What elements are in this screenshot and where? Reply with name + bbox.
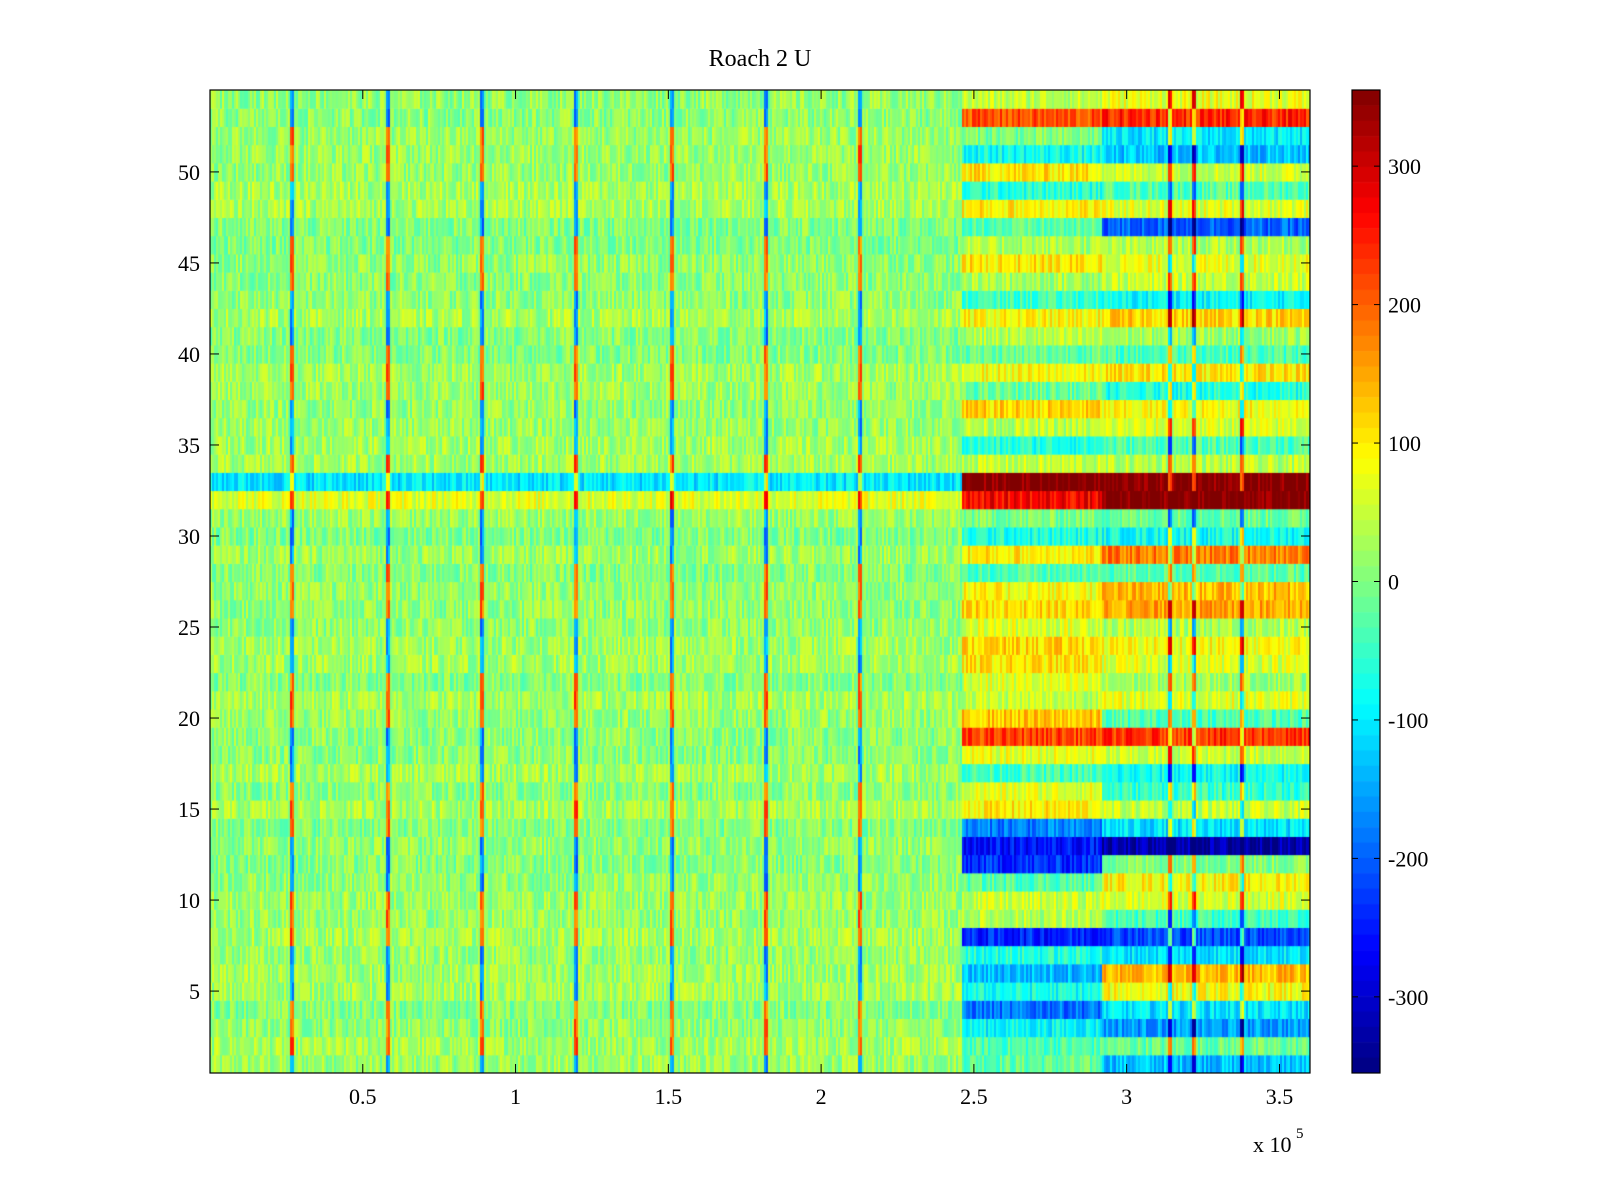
heatmap-cells: [210, 90, 1310, 1073]
plot-frame: [209, 89, 1311, 1074]
colorbar-ticks: 300 200 100 0 -100 -200 -300: [1352, 154, 1428, 1010]
y-tick-label: 35: [178, 433, 200, 458]
y-tick-label: 15: [178, 797, 200, 822]
x-multiplier-label: x 10: [1253, 1132, 1292, 1157]
colorbar-tick-label: 300: [1388, 154, 1421, 179]
x-tick-label: 2: [816, 1084, 827, 1109]
colorbar-tick-label: -200: [1388, 846, 1428, 871]
y-tick-label: 40: [178, 342, 200, 367]
colorbar: 300 200 100 0 -100 -200 -300: [1351, 89, 1428, 1074]
x-tick-label: 2.5: [960, 1084, 988, 1109]
y-tick-label: 50: [178, 160, 200, 185]
colorbar-tick-label: 100: [1388, 431, 1421, 456]
x-tick-label: 3: [1121, 1084, 1132, 1109]
x-tick-label: 3.5: [1266, 1084, 1294, 1109]
colorbar-tick-label: -300: [1388, 985, 1428, 1010]
x-tick-label: 1.5: [655, 1084, 683, 1109]
chart-title: Roach 2 U: [709, 46, 812, 72]
y-axis: 5 10 15 20 25 30 35 40 45 50: [178, 160, 1310, 1004]
y-tick-label: 25: [178, 615, 200, 640]
heatmap-plot: [209, 89, 1311, 1074]
colorbar-tick-label: -100: [1388, 708, 1428, 733]
y-tick-label: 20: [178, 706, 200, 731]
x-tick-label: 0.5: [349, 1084, 377, 1109]
y-tick-label: 5: [189, 979, 200, 1004]
y-tick-label: 45: [178, 251, 200, 276]
colorbar-tick-label: 0: [1388, 570, 1399, 595]
x-axis: 0.5 1 1.5 2 2.5 3 3.5: [349, 90, 1293, 1109]
x-multiplier-exponent: 5: [1296, 1126, 1304, 1142]
y-tick-label: 30: [178, 524, 200, 549]
y-tick-label: 10: [178, 888, 200, 913]
x-axis-multiplier: x 10 5: [1253, 1126, 1304, 1157]
x-tick-label: 1: [510, 1084, 521, 1109]
colorbar-tick-label: 200: [1388, 293, 1421, 318]
